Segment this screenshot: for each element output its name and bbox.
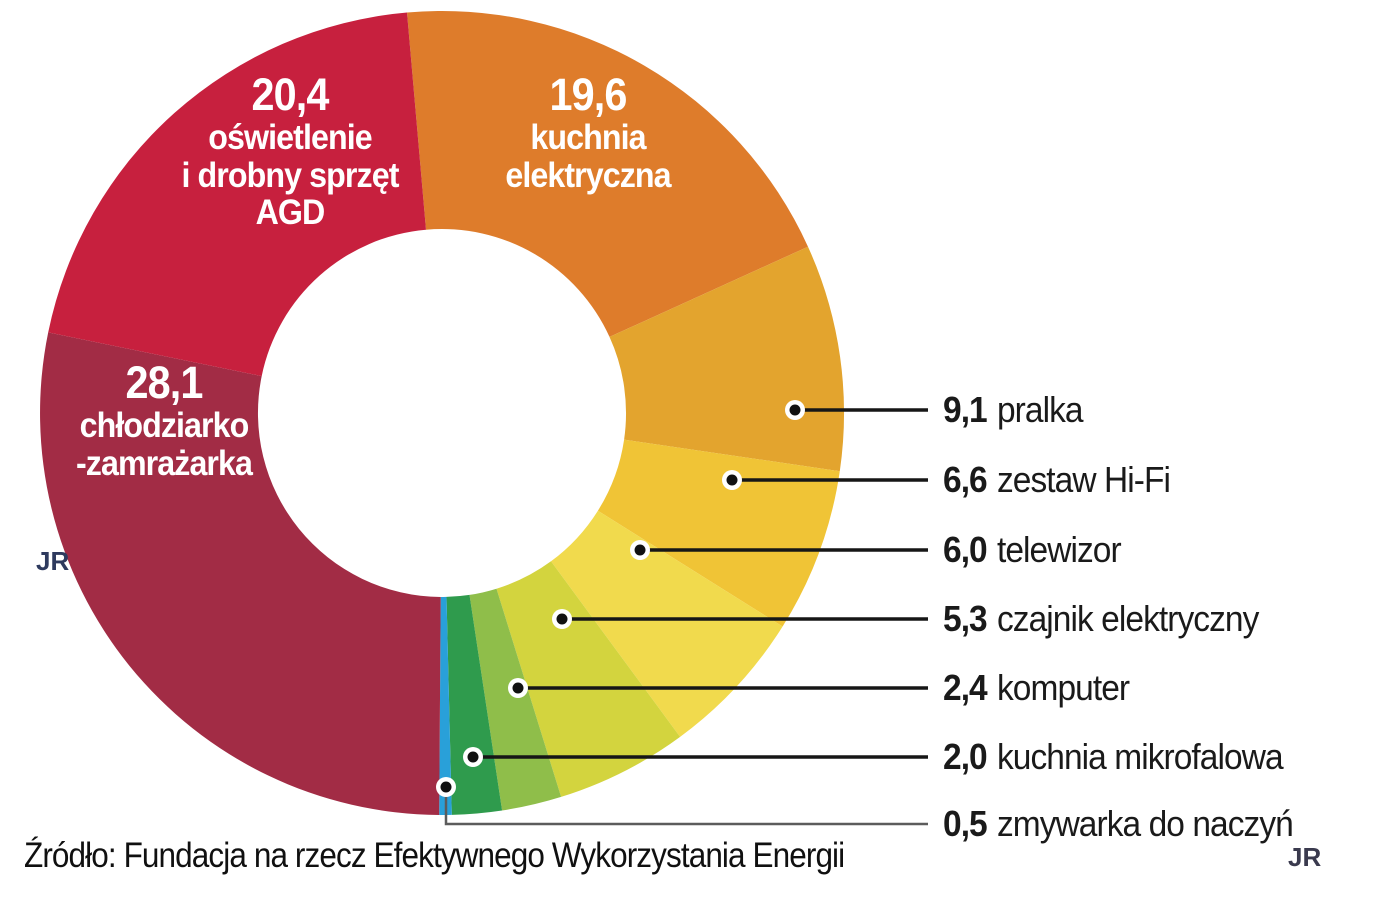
callout-dot [440, 781, 452, 793]
pie-slice-ch-odziarko-zamra-arka [40, 332, 441, 815]
legend-label: komputer [996, 667, 1130, 708]
callout-dot [512, 682, 524, 694]
legend-label: zestaw Hi-Fi [996, 459, 1171, 500]
slice-label-line: elektryczna [505, 155, 671, 195]
legend-value: 0,5 [943, 803, 988, 844]
legend-value: 2,0 [943, 736, 988, 777]
pie-slice-komputer [469, 588, 562, 811]
slice-label-chlodziarko-zamrazarka: 28,1 chłodziarko -zamrażarka [44, 357, 283, 483]
callout-dot [467, 751, 479, 763]
legend-item-telewizor: 6,0 telewizor [943, 528, 1122, 572]
legend-label: zmywarka do naczyń [996, 803, 1294, 844]
legend-item-czajnik-elektryczny: 5,3 czajnik elektryczny [943, 597, 1259, 641]
legend-value: 2,4 [943, 667, 988, 708]
slice-value: 19,6 [549, 69, 628, 120]
legend-value: 5,3 [943, 598, 988, 639]
legend-item-pralka: 9,1 pralka [943, 388, 1084, 432]
legend-item-komputer: 2,4 komputer [943, 666, 1130, 710]
slice-label-line: kuchnia [530, 117, 646, 157]
legend-label: telewizor [996, 529, 1122, 570]
slice-label-oswietlenie-agd: 20,4 oświetlenie i drobny sprzęt AGD [161, 69, 419, 233]
leader-line-zmywarka-do-naczy [444, 787, 928, 826]
legend-value: 6,0 [943, 529, 988, 570]
legend-item-kuchnia-mikrofalowa: 2,0 kuchnia mikrofalowa [943, 735, 1284, 779]
legend-label: czajnik elektryczny [996, 598, 1259, 639]
slice-value: 28,1 [125, 357, 204, 408]
legend-item-zestaw-hi-fi: 6,6 zestaw Hi-Fi [943, 458, 1171, 502]
pie-slice-pralka [609, 246, 845, 472]
slice-label-line: AGD [255, 193, 326, 233]
legend-value: 9,1 [943, 389, 988, 430]
legend-item-zmywarka-do-naczy: 0,5 zmywarka do naczyń [943, 802, 1294, 846]
source-note: Źródło: Fundacja na rzecz Efektywnego Wy… [24, 836, 845, 875]
slice-label-line: chłodziarko [79, 405, 250, 445]
slice-label-line: -zamrażarka [75, 443, 253, 483]
pie-slice-zestaw-hi-fi [597, 439, 840, 627]
callout-dot [789, 404, 801, 416]
callout-dot [726, 474, 738, 486]
credit-initials-left: JR [36, 546, 70, 576]
slice-label-kuchnia-elektryczna: 19,6 kuchnia elektryczna [459, 69, 717, 195]
legend-label: kuchnia mikrofalowa [996, 736, 1284, 777]
callout-dot [556, 613, 568, 625]
slice-label-line: i drobny sprzęt [181, 155, 399, 195]
pie-slice-kuchnia-elektryczna [407, 10, 808, 337]
slice-value: 20,4 [251, 69, 330, 120]
pie-slice-zmywarka-do-naczy [439, 596, 452, 816]
pie-slice-telewizor [551, 510, 783, 737]
callout-dot [634, 544, 646, 556]
pie-slice-czajnik-elektryczny [496, 561, 681, 797]
pie-slice-o-wietlenie-i-drobny-sprz-t-agd [48, 12, 426, 377]
legend-label: pralka [996, 389, 1084, 430]
legend-value: 6,6 [943, 459, 988, 500]
slice-label-line: oświetlenie [208, 117, 372, 157]
pie-slice-kuchnia-mikrofalowa [446, 594, 503, 815]
credit-initials-right: JR [1288, 842, 1322, 872]
